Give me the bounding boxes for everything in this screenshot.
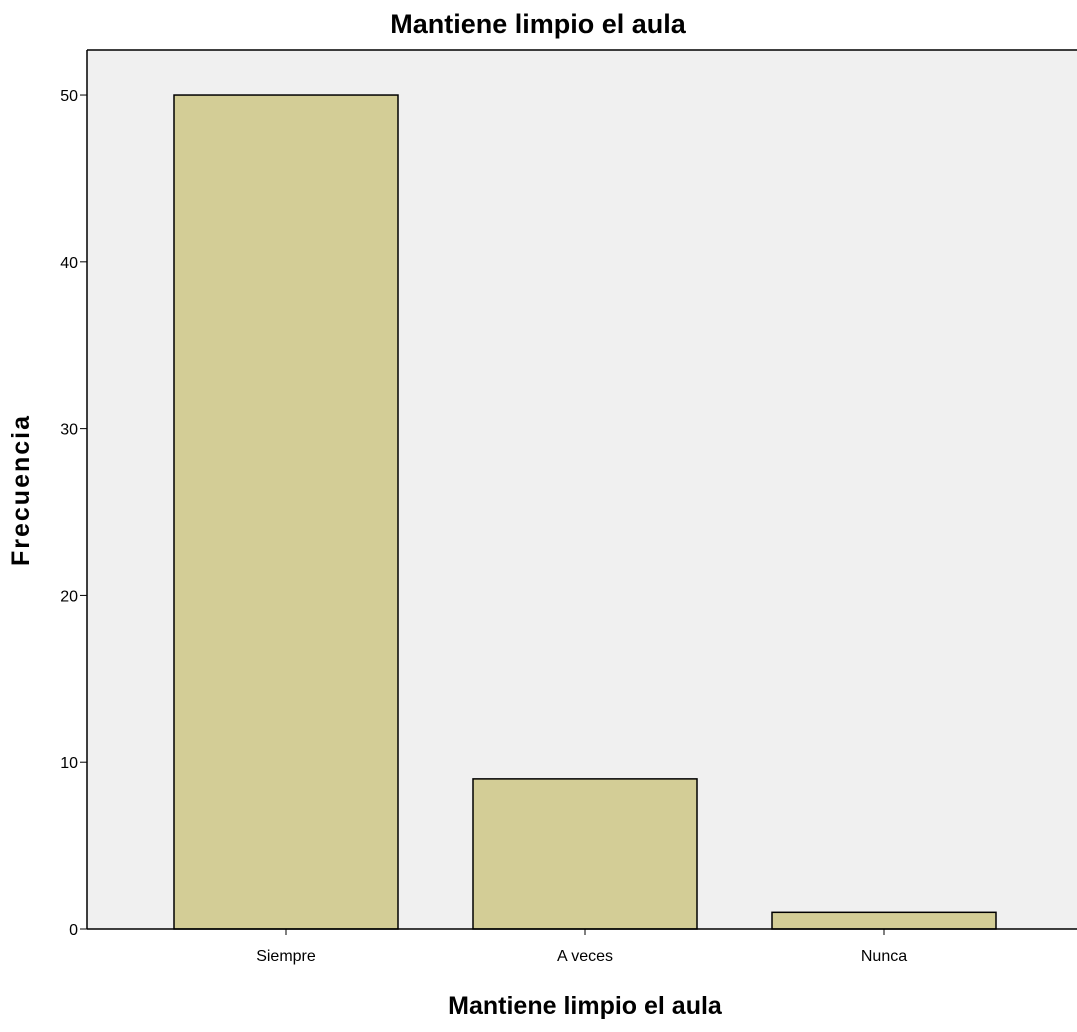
y-tick-label: 30: [60, 422, 78, 439]
x-tick-label: Nunca: [861, 948, 907, 965]
y-tick-label: 50: [60, 88, 78, 105]
y-axis-ticks: 0 10 20 30 40 50: [60, 88, 87, 939]
x-axis-ticks: Siempre A veces Nunca: [256, 929, 907, 965]
y-axis-title: Frecuencia: [7, 414, 35, 566]
bar-nunca: [771, 911, 997, 930]
bar-a-veces: [472, 778, 698, 930]
y-tick-label: 40: [60, 255, 78, 272]
bars-group: [173, 94, 997, 930]
y-tick-label: 20: [60, 588, 78, 605]
bar-siempre: [173, 94, 399, 930]
y-tick-label: 0: [69, 922, 78, 939]
x-axis-title: Mantiene limpio el aula: [448, 992, 723, 1020]
chart-title: Mantiene limpio el aula: [390, 9, 687, 39]
x-tick-label: A veces: [557, 948, 613, 965]
y-tick-label: 10: [60, 755, 78, 772]
x-tick-label: Siempre: [256, 948, 316, 965]
